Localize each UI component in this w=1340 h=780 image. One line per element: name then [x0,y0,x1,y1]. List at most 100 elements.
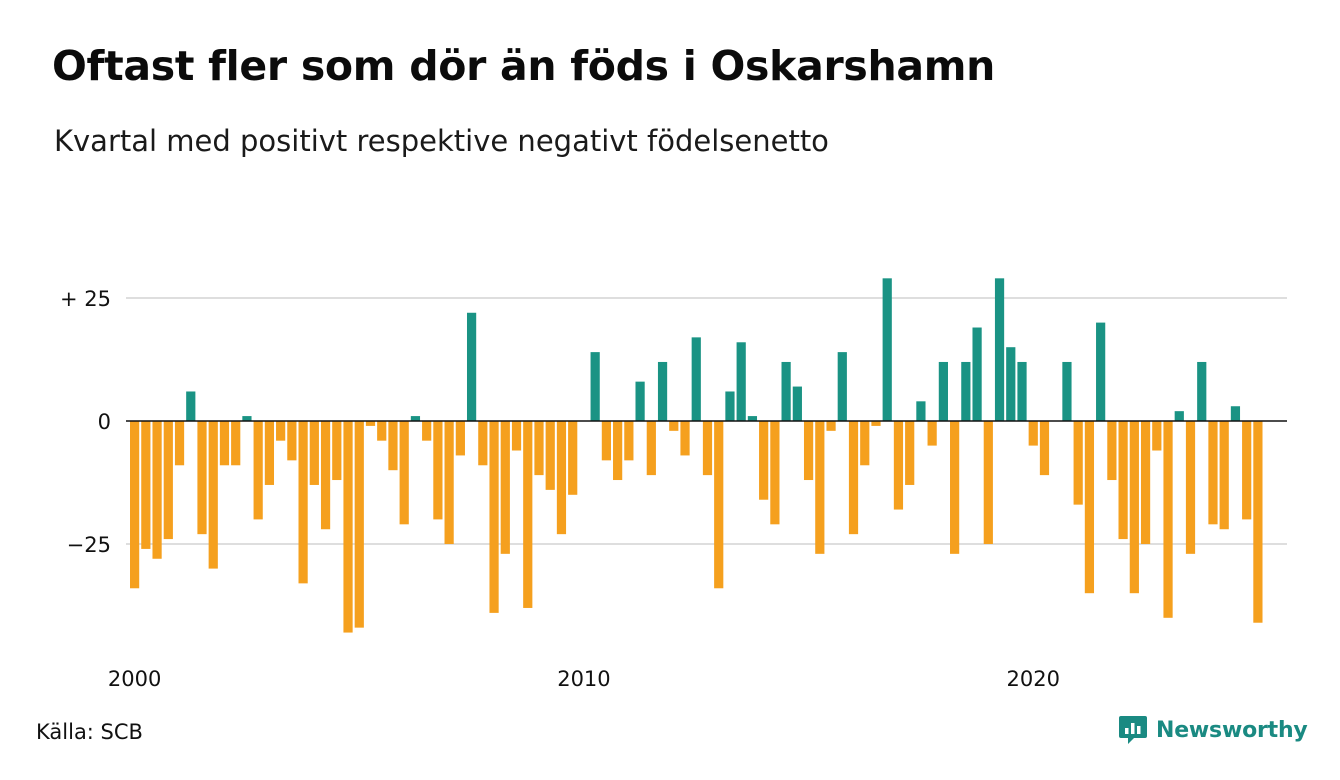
chart-subtitle: Kvartal med positivt respektive negativt… [54,124,829,158]
bar-negative: 2020 K1: -5 [1028,421,1038,446]
bar-negative: 2008 K1: -39 [489,421,499,613]
bar-negative: 2017 K1: -18 [893,421,904,510]
bar-positive: 2020 K4: 12 [1062,361,1072,421]
bar-negative: 2015 K3: -2 [826,421,836,431]
bar-negative: 2007 K1: -25 [444,421,454,544]
bar-negative: 2004 K2: -22 [320,421,331,530]
bar-negative: 2017 K4: -5 [927,421,937,446]
bar-negative: 2000 K1: -34 [130,421,140,589]
bar-negative: 2003 K3: -8 [287,421,297,461]
bar-negative: 2006 K1: -21 [399,421,409,525]
bar-positive: 2001 K2: 6 [186,391,196,421]
bar-positive: 2012 K3: 17 [691,337,701,421]
brand-logo[interactable]: Newsworthy [1118,714,1308,746]
bar-negative: 2000 K2: -26 [141,421,151,549]
bar-positive: 2011 K2: 8 [635,381,645,421]
bar-negative: 2022 K4: -6 [1152,421,1162,451]
bar-positive: 2014 K4: 7 [792,386,802,421]
bar-negative: 2014 K2: -21 [770,421,780,525]
bar-negative: 2024 K1: -21 [1208,421,1218,525]
bar-negative: 2022 K1: -24 [1118,421,1128,540]
bar-positive: 2002 K3: 1 [242,416,252,421]
source-credit: Källa: SCB [36,720,143,744]
bar-negative: 2001 K4: -30 [208,421,218,569]
bar-negative: 2014 K1: -16 [759,421,769,500]
bar-positive: 2024 K3: 3 [1230,406,1241,421]
brand-name: Newsworthy [1156,717,1308,743]
bar-negative: 2006 K3: -4 [422,421,432,441]
bar-negative: 2002 K1: -9 [219,421,230,466]
bar-negative: 2023 K3: -27 [1185,421,1196,554]
bar-negative: 2009 K3: -23 [556,421,567,535]
bar-negative: 2004 K4: -43 [343,421,353,633]
bar-negative: 2005 K3: -4 [377,421,387,441]
bar-positive: 2006 K2: 1 [410,416,421,421]
y-tick-label: 0 [98,410,111,434]
bar-negative: 2002 K4: -20 [253,421,263,520]
x-tick-label: 2020 [1007,667,1060,691]
bar-negative: 2010 K4: -12 [613,421,623,481]
bar-negative: 2003 K2: -4 [276,421,286,441]
bar-negative: 2017 K2: -13 [905,421,915,485]
bar-positive: 2017 K3: 4 [916,401,926,421]
x-axis-ticks: 2000 2010 2020 [108,667,1060,691]
bar-negative: 2015 K1: -12 [803,421,814,481]
bar-negative: 2003 K1: -13 [264,421,275,485]
bar-positive: 2019 K3: 15 [1006,347,1016,421]
bar-negative: 2011 K1: -8 [624,421,634,461]
bar-negative: 2012 K4: -11 [702,421,713,476]
bar-negative: 2019 K1: -25 [983,421,993,544]
bar-negative: 2025 K1: -41 [1253,421,1263,623]
bar-positive: 2013 K3: 16 [736,342,746,421]
bar-negative: 2015 K2: -27 [815,421,825,554]
bar-negative: 2006 K4: -20 [433,421,443,520]
bar-negative: 2023 K1: -40 [1163,421,1173,618]
bar-positive: 2007 K3: 22 [466,312,477,421]
bar-positive: 2019 K4: 12 [1017,361,1027,421]
bar-negative: 2002 K2: -9 [231,421,241,466]
bar-negative: 2022 K3: -25 [1140,421,1151,544]
bar-negative: 2012 K2: -7 [680,421,690,456]
bar-negative: 2016 K2: -9 [860,421,870,466]
bar-positive: 2013 K4: 1 [747,416,758,421]
bar-negative: 2021 K2: -35 [1084,421,1095,594]
bar-negative: 2008 K2: -27 [500,421,510,554]
bar-negative: 2000 K4: -24 [163,421,173,540]
bar-chart: 2000 K1: -342000 K2: -262000 K3: -282000… [60,278,1287,691]
bar-negative: 2009 K1: -11 [534,421,544,476]
bar-positive: 2023 K2: 2 [1174,411,1184,421]
bar-negative: 2001 K1: -9 [174,421,185,466]
bar-negative: 2008 K4: -38 [523,421,533,608]
bar-positive: 2021 K3: 20 [1096,322,1106,421]
bar-negative: 2010 K3: -8 [601,421,611,461]
bar-negative: 2016 K3: -1 [871,421,881,426]
bar-negative: 2004 K3: -12 [332,421,342,481]
bar-negative: 2009 K2: -14 [545,421,555,490]
bar-positive: 2019 K2: 29 [994,278,1005,421]
x-tick-label: 2010 [557,667,610,691]
bar-negative: 2020 K2: -11 [1039,421,1050,476]
bar-negative: 2021 K1: -17 [1073,421,1083,505]
bar-positive: 2011 K4: 12 [657,361,668,421]
y-tick-label: + 25 [60,287,111,311]
bars: 2000 K1: -342000 K2: -262000 K3: -282000… [130,278,1263,633]
newsworthy-logo-icon [1119,716,1147,744]
bar-negative: 2007 K2: -7 [455,421,465,456]
bar-negative: 2008 K3: -6 [511,421,522,451]
bar-negative: 2016 K1: -23 [848,421,859,535]
x-tick-label: 2000 [108,667,161,691]
bar-positive: 2010 K2: 14 [590,352,600,421]
bar-positive: 2013 K2: 6 [725,391,735,421]
bar-positive: 2023 K4: 12 [1197,361,1207,421]
bar-negative: 2003 K4: -33 [298,421,308,584]
bar-positive: 2018 K4: 19 [972,327,982,421]
bar-positive: 2015 K4: 14 [837,352,847,421]
bar-negative: 2004 K1: -13 [309,421,319,485]
bar-negative: 2021 K4: -12 [1107,421,1117,481]
bar-negative: 2012 K1: -2 [669,421,679,431]
bar-negative: 2005 K1: -42 [354,421,364,628]
bar-negative: 2001 K3: -23 [197,421,207,535]
bar-positive: 2014 K3: 12 [781,361,791,421]
bar-negative: 2005 K2: -1 [365,421,376,426]
bar-negative: 2022 K2: -35 [1129,421,1139,594]
